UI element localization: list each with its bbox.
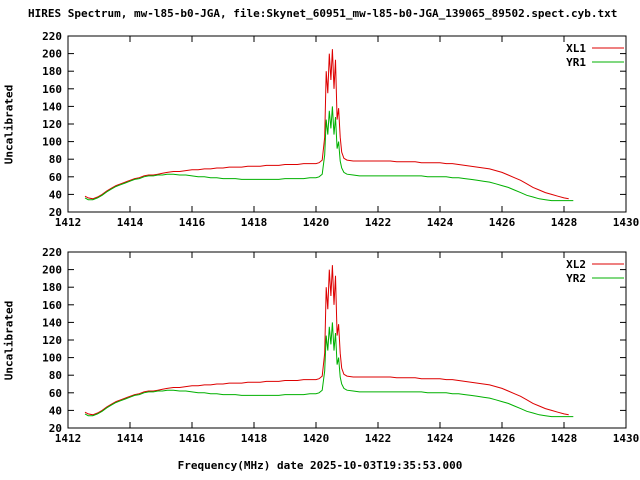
y-tick-label: 120 (42, 118, 62, 131)
plot-title: HIRES Spectrum, mw-l85-b0-JGA, file:Skyn… (28, 7, 618, 20)
x-tick-label: 1424 (427, 432, 454, 445)
x-tick-label: 1412 (55, 216, 82, 229)
x-tick-label: 1418 (241, 432, 268, 445)
y-tick-label: 40 (49, 188, 62, 201)
y-tick-label: 140 (42, 316, 62, 329)
y-tick-label: 160 (42, 299, 62, 312)
spectrum-line-YR1 (84, 106, 574, 202)
spectrum-line-XL2 (84, 265, 569, 416)
y-tick-label: 60 (49, 171, 62, 184)
y-tick-label: 20 (49, 422, 62, 435)
y-tick-label: 200 (42, 264, 62, 277)
plot-border (67, 251, 627, 429)
y-tick-label: 140 (42, 100, 62, 113)
plot-border (67, 35, 627, 213)
y-tick-label: 100 (42, 136, 62, 149)
y-tick-label: 60 (49, 387, 62, 400)
y-tick-label: 80 (49, 369, 62, 382)
x-tick-label: 1428 (551, 216, 578, 229)
y-tick-label: 200 (42, 48, 62, 61)
x-tick-label: 1422 (365, 432, 392, 445)
legend-label-YR2: YR2 (566, 272, 586, 285)
legend-label-XL1: XL1 (566, 42, 586, 55)
y-tick-label: 220 (42, 30, 62, 43)
legend-label-YR1: YR1 (566, 56, 586, 69)
y-tick-label: 120 (42, 334, 62, 347)
x-tick-label: 1412 (55, 432, 82, 445)
x-tick-label: 1420 (303, 216, 330, 229)
x-tick-label: 1418 (241, 216, 268, 229)
y-tick-label: 160 (42, 83, 62, 96)
x-tick-label: 1414 (117, 216, 144, 229)
y-tick-label: 20 (49, 206, 62, 219)
x-tick-label: 1414 (117, 432, 144, 445)
x-tick-label: 1426 (489, 216, 516, 229)
y-tick-label: 180 (42, 65, 62, 78)
spectrum-line-YR2 (84, 322, 574, 418)
x-tick-label: 1426 (489, 432, 516, 445)
x-tick-label: 1422 (365, 216, 392, 229)
legend-label-XL2: XL2 (566, 258, 586, 271)
spectrum-chart-top: 1412 1414 1416 1418 1420 1422 1424 1426 1428 1430… (42, 30, 640, 229)
spectrum-chart-bottom: 1412 1414 1416 1418 1420 1422 1424 1426 1428 1430… (42, 246, 640, 445)
x-tick-label: 1420 (303, 432, 330, 445)
x-tick-label: 1430 (613, 216, 640, 229)
x-tick-label: 1416 (179, 432, 206, 445)
spectrum-line-XL1 (84, 49, 569, 200)
y-tick-label: 220 (42, 246, 62, 259)
x-tick-label: 1424 (427, 216, 454, 229)
x-tick-label: 1416 (179, 216, 206, 229)
x-tick-label: 1428 (551, 432, 578, 445)
x-axis-label: Frequency(MHz) date 2025-10-03T19:35:53.… (177, 459, 463, 472)
y-tick-label: 100 (42, 352, 62, 365)
x-tick-label: 1430 (613, 432, 640, 445)
y-tick-label: 180 (42, 281, 62, 294)
y-tick-label: 80 (49, 153, 62, 166)
y-tick-label: 40 (49, 404, 62, 417)
